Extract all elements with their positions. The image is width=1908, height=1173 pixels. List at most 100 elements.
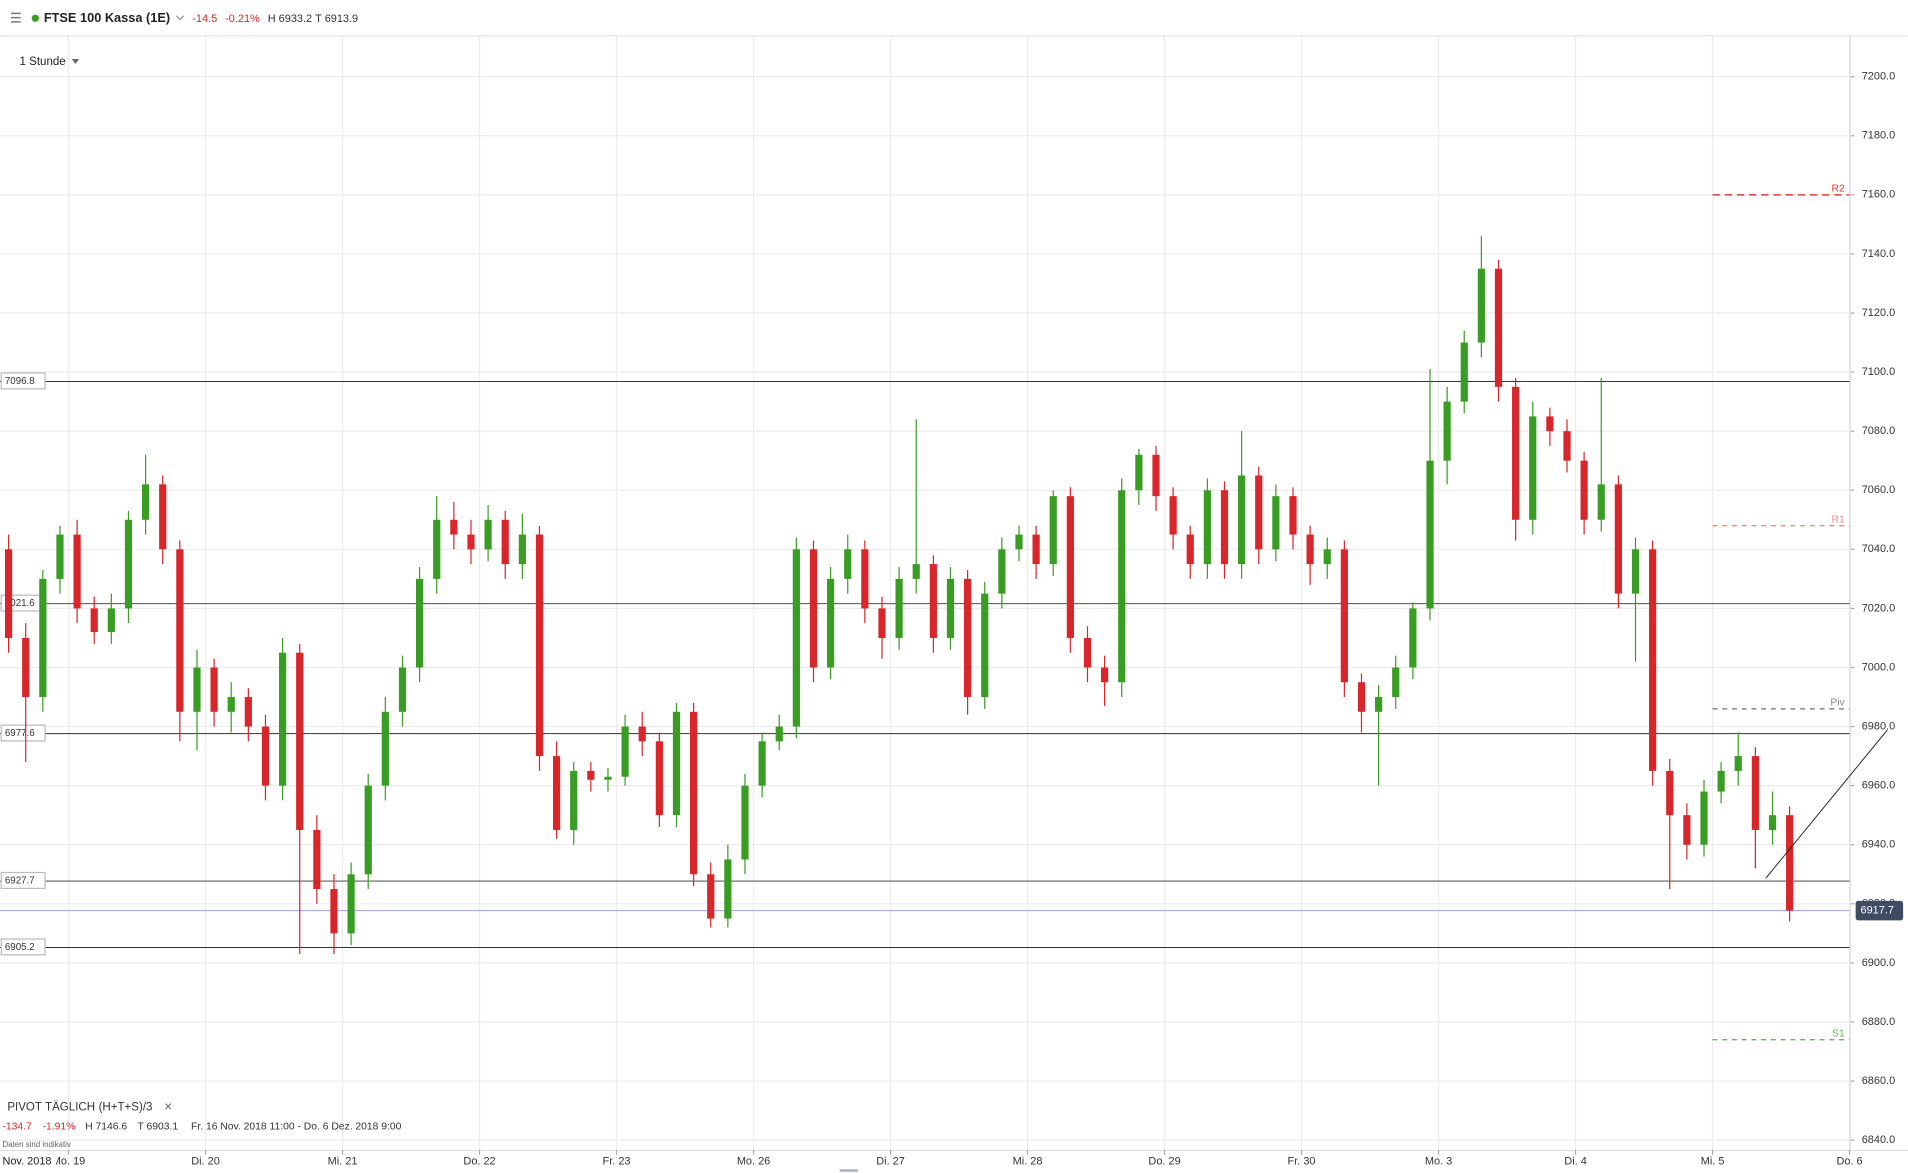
candle-body <box>809 549 818 668</box>
y-tick-label: 7040.0 <box>1862 543 1895 555</box>
candle-body <box>1152 454 1160 497</box>
candle-body <box>1614 484 1622 594</box>
y-tick-label: 6880.0 <box>1862 1016 1895 1028</box>
candle-body <box>1186 534 1194 565</box>
range-low: T 6903.1 <box>138 1121 179 1132</box>
y-tick-label: 7060.0 <box>1862 484 1895 496</box>
candle-body <box>39 578 47 698</box>
candle-body <box>638 726 646 742</box>
instrument-dropdown[interactable] <box>176 15 185 21</box>
candle-body <box>1717 770 1725 792</box>
candle-body <box>946 578 955 638</box>
interval-dropdown[interactable] <box>71 59 80 64</box>
indicator-formula: (H+T+S)/3 <box>99 1101 153 1113</box>
candle-body <box>724 859 732 919</box>
candle-body <box>313 829 321 890</box>
candle-body <box>878 608 886 638</box>
x-tick-label: Mo. 26 <box>737 1155 770 1167</box>
candle-body <box>1529 416 1537 520</box>
candle-body <box>775 726 783 742</box>
indicator-close[interactable]: × <box>164 1099 172 1114</box>
candle-body <box>1032 534 1040 565</box>
candle-body <box>1443 401 1451 461</box>
last-price-label: 6917.7 <box>1861 904 1894 916</box>
x-tick-label: Di. 4 <box>1564 1155 1587 1167</box>
level-label: 6927.7 <box>5 876 35 887</box>
x-axis: Mo. 19 Di. 20 Mi. 21 Do. 22 Fr. 23 Mo. 26 Di. … <box>52 1149 1863 1167</box>
disclaimer: Daten sind indikativ <box>2 1140 70 1149</box>
plot-area: 6840.06860.06880.06900.06920.06940.06960… <box>0 0 1904 1150</box>
y-tick-label: 6980.0 <box>1862 720 1895 732</box>
candle-body <box>741 785 749 860</box>
candle-body <box>1272 496 1280 550</box>
x-tick-label: Mo. 19 <box>52 1155 85 1167</box>
candle-body <box>1546 416 1554 432</box>
interval-selector[interactable]: 1 Stunde <box>19 56 65 68</box>
candle-body <box>347 874 355 934</box>
date-range: Fr. 16 Nov. 2018 11:00 - Do. 6 Dez. 2018… <box>191 1121 402 1132</box>
candle-body <box>244 697 252 727</box>
candle-body <box>296 652 304 830</box>
candle-body <box>1169 496 1177 535</box>
y-tick-label: 7100.0 <box>1862 366 1895 378</box>
candle-body <box>210 667 218 712</box>
candle-body <box>844 549 852 579</box>
candle-body <box>1255 475 1263 550</box>
candle-body <box>827 578 835 668</box>
x-tick-label: Do. 22 <box>463 1155 495 1167</box>
candle-body <box>176 549 184 712</box>
candle-body <box>4 549 13 638</box>
pivot-label: R2 <box>1831 183 1844 194</box>
candle-body <box>261 726 270 786</box>
level-label-box <box>0 871 46 889</box>
y-tick-label: 6940.0 <box>1862 839 1895 851</box>
candle-body <box>1751 756 1759 830</box>
header-bar <box>0 0 1908 36</box>
indicator-name: PIVOT <box>7 1101 42 1113</box>
level-label: 6977.6 <box>5 728 35 739</box>
candle-body <box>1083 637 1092 668</box>
high: H 6933.2 <box>268 13 312 25</box>
candle-body <box>964 578 972 698</box>
candle-body <box>433 519 441 579</box>
candle-body <box>604 776 612 780</box>
candle-body <box>535 534 544 757</box>
candle-body <box>621 726 629 777</box>
low: T 6913.9 <box>315 13 358 25</box>
candle-body <box>1357 682 1366 712</box>
candle-body <box>1118 490 1126 683</box>
candle-body <box>124 519 133 609</box>
y-tick-label: 7200.0 <box>1862 71 1895 83</box>
x-tick-label: Mi. 21 <box>328 1155 358 1167</box>
candle-body <box>1323 549 1331 565</box>
candle-body <box>484 519 492 550</box>
candle-body <box>1101 667 1109 683</box>
candle-body <box>1220 490 1229 565</box>
x-tick-label: Di. 20 <box>191 1155 220 1167</box>
x-tick-label: Fr. 30 <box>1288 1155 1316 1167</box>
candle-body <box>1563 431 1571 461</box>
candle-body <box>1392 667 1400 698</box>
x-tick-label: Do. 29 <box>1148 1155 1180 1167</box>
instrument-name[interactable]: FTSE 100 Kassa (1E) <box>44 10 170 25</box>
status-dot <box>31 14 39 22</box>
y-tick-label: 7180.0 <box>1862 130 1895 142</box>
month-label-bg <box>0 1152 56 1171</box>
candle-body <box>381 711 389 786</box>
level-label: 7021.6 <box>5 598 35 609</box>
candle-body <box>1700 791 1708 845</box>
menu-icon[interactable] <box>10 12 21 23</box>
candle-body <box>1375 697 1383 712</box>
candle-body <box>467 534 475 550</box>
last-price-box <box>1855 900 1904 921</box>
candle-body <box>672 711 681 816</box>
candle-body <box>90 608 98 633</box>
y-tick-label: 6860.0 <box>1862 1075 1895 1087</box>
range-change: -134.7 <box>2 1121 32 1132</box>
x-tick-label: Mi. 28 <box>1013 1155 1043 1167</box>
trendline <box>1765 729 1888 879</box>
candle-body <box>1512 386 1520 520</box>
candle-body <box>1426 460 1434 609</box>
candle-body <box>1460 342 1468 402</box>
